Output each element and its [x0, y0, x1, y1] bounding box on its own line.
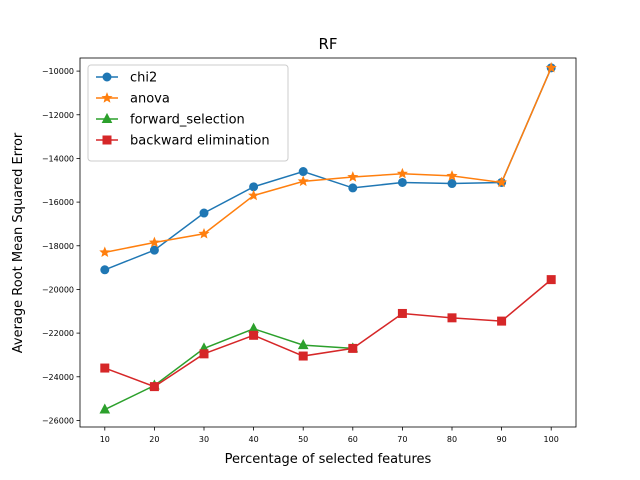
- legend: chi2 anova forward_selection backward elimi…: [87, 64, 289, 162]
- chart-title: RF: [318, 35, 337, 53]
- series-backward-elimination: [100, 275, 556, 392]
- legend-label: forward_selection: [130, 113, 245, 128]
- y-axis: −26000 −24000 −22000 −20000 −18000 −16000 −140…: [42, 67, 80, 425]
- y-tick-label: −24000: [42, 373, 74, 382]
- series-forward-selection-point: [297, 339, 309, 350]
- y-tick-label: −14000: [42, 154, 74, 163]
- legend-item-chi2: chi2: [96, 71, 157, 86]
- series-backward-elimination-point: [149, 382, 159, 392]
- x-tick-label: 70: [397, 435, 407, 444]
- series-chi2-point: [397, 177, 407, 187]
- plot-frame: [79, 57, 577, 428]
- series-chi2-point: [149, 245, 159, 255]
- legend-item-anova: anova: [96, 92, 170, 107]
- legend-backward-elimination-point: [102, 135, 112, 145]
- series-anova-point: [198, 227, 210, 239]
- series-anova-point: [396, 167, 408, 179]
- series-backward-elimination-point: [100, 363, 110, 373]
- series-backward-elimination-point: [447, 313, 457, 323]
- series-anova-point: [347, 171, 359, 182]
- legend-chi2-point: [102, 72, 112, 82]
- plot-area: [79, 57, 577, 428]
- x-tick-label: 100: [544, 435, 559, 444]
- series-chi2-point: [199, 208, 209, 218]
- series-backward-elimination-point: [397, 308, 407, 318]
- y-tick-label: −22000: [42, 329, 74, 338]
- series-forward-selection-point: [99, 403, 111, 414]
- series-line-anova: [104, 67, 552, 254]
- series-anova-point: [248, 189, 260, 201]
- x-tick-label: 80: [447, 435, 457, 444]
- x-tick-label: 90: [497, 435, 507, 444]
- y-tick-label: −16000: [42, 198, 74, 207]
- x-tick-label: 40: [249, 435, 259, 444]
- series-backward-elimination-point: [199, 349, 209, 359]
- series-anova-point: [446, 170, 458, 181]
- x-axis: 10 20 30 40 50 60 70 80 90 100: [100, 427, 559, 444]
- y-tick-label: −10000: [42, 67, 74, 76]
- x-tick-label: 60: [348, 435, 358, 444]
- series-anova-point: [545, 62, 557, 73]
- series-line-forward-selection: [104, 327, 353, 411]
- legend-label: backward elimination: [130, 134, 270, 149]
- x-tick-label: 30: [199, 435, 209, 444]
- y-tick-label: −18000: [42, 242, 74, 251]
- legend-anova-point: [101, 92, 113, 103]
- series-anova-point: [99, 246, 111, 258]
- y-tick-label: −26000: [42, 416, 74, 425]
- x-tick-label: 20: [149, 435, 159, 444]
- legend-label: anova: [130, 92, 170, 107]
- series-backward-elimination-point: [497, 316, 507, 326]
- series-chi2-point: [249, 182, 259, 192]
- y-tick-label: −20000: [42, 285, 74, 294]
- series-backward-elimination-point: [546, 275, 556, 285]
- series-chi2-point: [447, 179, 457, 189]
- series-chi2-point: [298, 167, 308, 177]
- y-tick-label: −12000: [42, 111, 74, 120]
- legend-label: chi2: [130, 71, 157, 86]
- y-axis-title: Average Root Mean Squared Error: [11, 132, 26, 353]
- series-anova-point: [297, 175, 309, 187]
- series-anova: [99, 62, 557, 258]
- series-line-backward-elimination: [104, 279, 552, 388]
- series-anova-point: [148, 236, 160, 248]
- legend-item-forward-selection: forward_selection: [96, 113, 245, 128]
- series-backward-elimination-point: [348, 343, 358, 353]
- legend-forward-selection-point: [101, 112, 113, 123]
- series-backward-elimination-point: [249, 330, 259, 340]
- series-backward-elimination-point: [298, 351, 308, 361]
- series-anova-point: [496, 176, 508, 188]
- x-tick-label: 10: [100, 435, 110, 444]
- x-tick-label: 50: [298, 435, 308, 444]
- series-layer: [99, 62, 557, 414]
- legend-box: [87, 64, 289, 162]
- series-chi2-point: [348, 183, 358, 193]
- x-axis-title: Percentage of selected features: [225, 452, 432, 467]
- series-chi2-point: [100, 265, 110, 275]
- legend-item-backward-elimination: backward elimination: [96, 134, 270, 149]
